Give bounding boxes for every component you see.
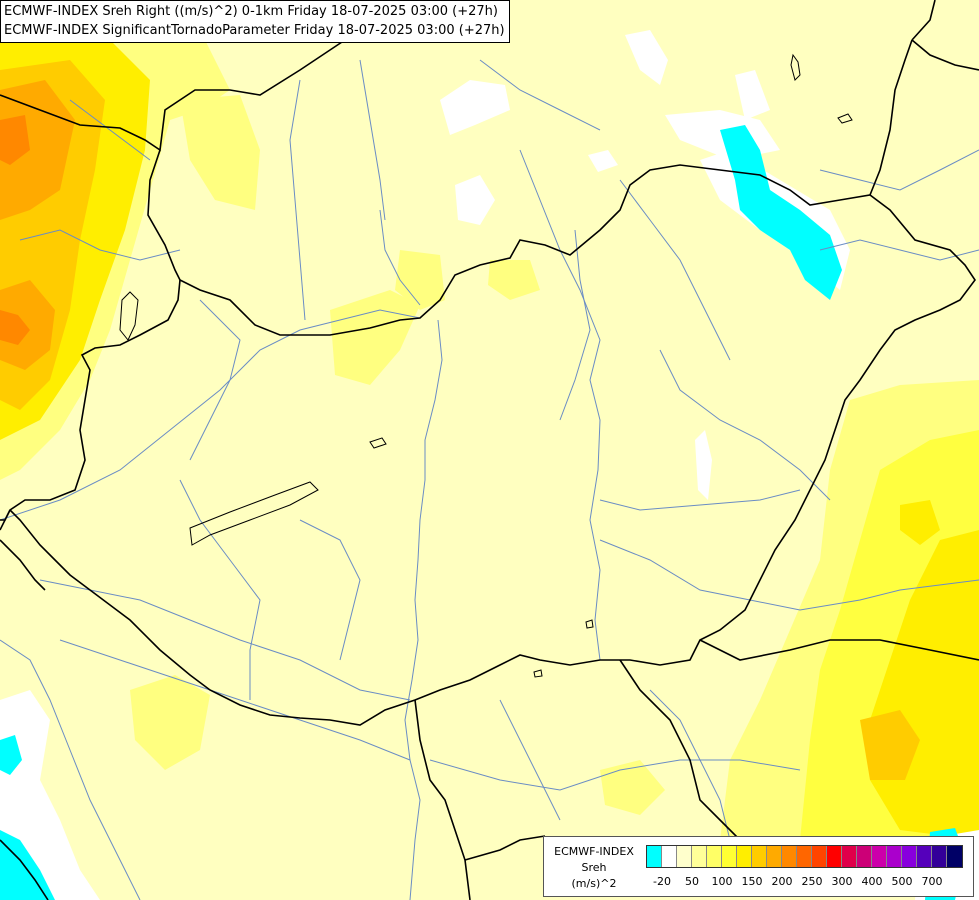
lakes — [119, 53, 853, 678]
legend-swatch — [722, 846, 737, 867]
legend-tick-label: 500 — [891, 875, 913, 888]
legend-tick-label: 700 — [921, 875, 943, 888]
legend-model-label: ECMWF-INDEX — [554, 845, 634, 858]
legend-swatch — [752, 846, 767, 867]
legend-swatch — [842, 846, 857, 867]
legend-swatch — [737, 846, 752, 867]
title-line-2: ECMWF-INDEX SignificantTornadoParameter … — [4, 23, 505, 38]
legend-tick-label: 300 — [831, 875, 853, 888]
legend-swatch — [872, 846, 887, 867]
legend-swatch — [662, 846, 677, 867]
legend-swatch — [707, 846, 722, 867]
color-legend: ECMWF-INDEX Sreh (m/s)^2 -20 50 100 150 200 2… — [543, 836, 974, 897]
legend-swatch — [677, 846, 692, 867]
legend-swatch — [797, 846, 812, 867]
map-title-box: ECMWF-INDEX Sreh Right ((m/s)^2) 0-1km F… — [0, 0, 510, 43]
title-line-1: ECMWF-INDEX Sreh Right ((m/s)^2) 0-1km F… — [4, 4, 498, 19]
legend-swatch — [782, 846, 797, 867]
legend-tick-label: -20 — [653, 875, 671, 888]
legend-swatch — [887, 846, 902, 867]
legend-variable-label: Sreh — [581, 861, 607, 874]
legend-tick-label: 200 — [771, 875, 793, 888]
legend-tick-label: 150 — [741, 875, 763, 888]
legend-tick-label: 250 — [801, 875, 823, 888]
legend-tick-label: 100 — [711, 875, 733, 888]
legend-swatch — [647, 846, 662, 867]
legend-tick-label: 400 — [861, 875, 883, 888]
legend-color-scale — [646, 845, 963, 868]
legend-swatch — [827, 846, 842, 867]
legend-tick-label: 50 — [685, 875, 699, 888]
legend-swatch — [902, 846, 917, 867]
legend-swatch — [857, 846, 872, 867]
legend-swatch — [932, 846, 947, 867]
legend-swatch — [812, 846, 827, 867]
legend-swatch — [692, 846, 707, 867]
rivers — [0, 59, 979, 900]
legend-swatch — [767, 846, 782, 867]
legend-swatch — [917, 846, 932, 867]
legend-unit-label: (m/s)^2 — [571, 877, 617, 890]
legend-swatch — [947, 846, 962, 867]
